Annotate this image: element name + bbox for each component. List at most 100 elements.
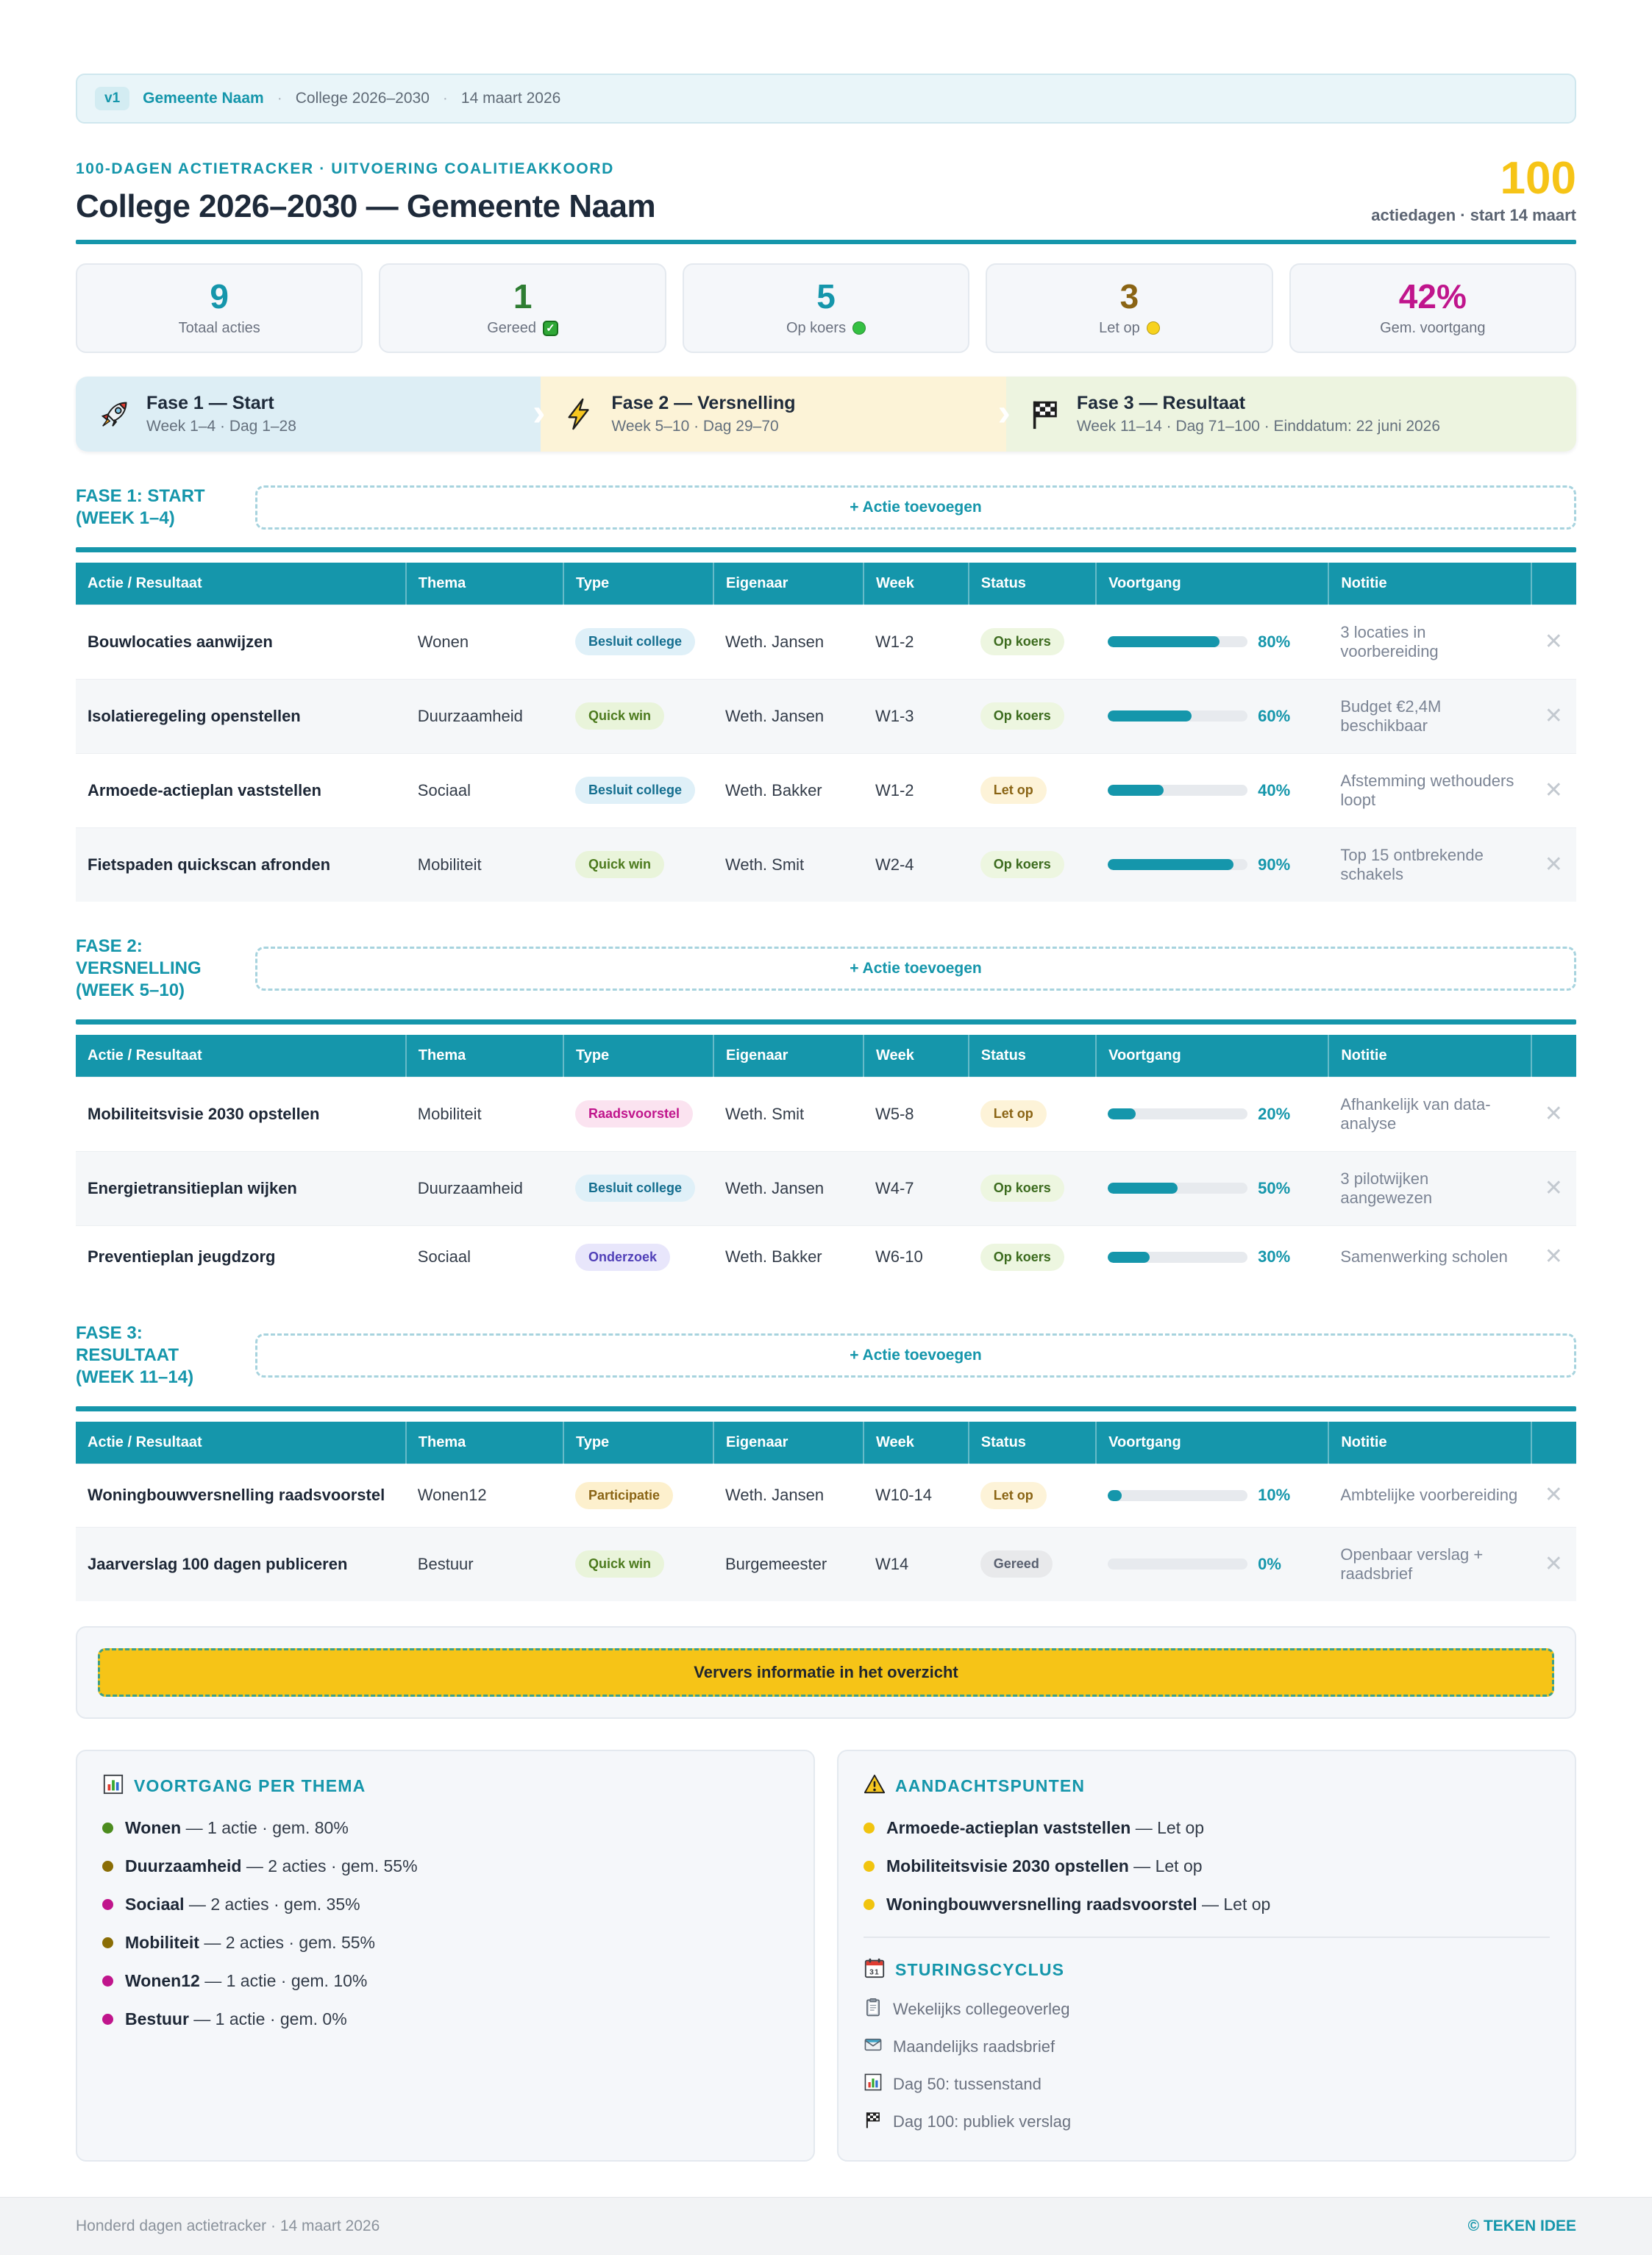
status-cell: Op koers	[968, 1150, 1097, 1226]
owner-cell: Weth. Jansen	[713, 1150, 864, 1226]
attention-item: Woningbouwversnelling raadsvoorstel — Le…	[864, 1895, 1550, 1914]
progress-percent: 90%	[1258, 855, 1291, 874]
remove-action-icon[interactable]: ✕	[1544, 629, 1563, 654]
stat-card: 5 Op koers	[682, 263, 970, 353]
progress-wrap: 40%	[1108, 781, 1317, 800]
phase-detail: Week 1–4 · Dag 1–28	[146, 417, 296, 435]
theme-panel-title: VOORTGANG PER THEMA	[134, 1776, 366, 1796]
stats-row: 9 Totaal acties 1 Gereed ✓ 5 Op koers 3 Let op 42…	[76, 263, 1577, 353]
remove-action-icon[interactable]: ✕	[1544, 1175, 1563, 1200]
page-title: College 2026–2030 — Gemeente Naam	[76, 188, 656, 224]
cycle-item-label: Dag 50: tussenstand	[893, 2074, 1042, 2093]
stat-value: 1	[513, 277, 533, 316]
theme-item-text: Wonen12 — 1 actie · gem. 10%	[125, 1970, 368, 1990]
type-cell: Raadsvoorstel	[563, 1076, 713, 1152]
add-action-button[interactable]: + Actie toevoegen	[255, 485, 1576, 530]
calendar-icon: 31	[864, 1957, 886, 1984]
add-action-button[interactable]: + Actie toevoegen	[255, 946, 1576, 991]
status-badge: Let op	[980, 777, 1047, 805]
progress-wrap: 50%	[1108, 1179, 1317, 1198]
theme-cell: Wonen12	[405, 1463, 563, 1528]
section-rule	[76, 1406, 1576, 1411]
attention-item: Armoede-actieplan vaststellen — Let op	[864, 1818, 1550, 1838]
column-header: Type	[563, 1034, 714, 1077]
progress-percent: 80%	[1258, 632, 1291, 651]
remove-cell: ✕	[1531, 1463, 1576, 1528]
table-row: Woningbouwversnelling raadsvoorstel Wonen…	[76, 1463, 1576, 1528]
action-name: Jaarverslag 100 dagen publiceren	[76, 1526, 406, 1601]
note-cell: Afhankelijk van data-analyse	[1328, 1076, 1531, 1152]
progress-wrap: 60%	[1108, 707, 1317, 726]
table-row: Jaarverslag 100 dagen publiceren Bestuur Q…	[76, 1526, 1576, 1601]
stat-value: 9	[210, 277, 229, 316]
stat-label-text: Gem. voortgang	[1380, 319, 1486, 336]
remove-action-icon[interactable]: ✕	[1544, 852, 1563, 877]
theme-dot-icon	[102, 1975, 113, 1987]
column-header-close	[1531, 1034, 1576, 1077]
stat-label: Let op	[994, 320, 1264, 337]
column-header: Week	[863, 1421, 969, 1464]
stat-label: Totaal acties	[85, 320, 354, 337]
table-header-row: Actie / Resultaat Thema Type Eigenaar Week St…	[76, 1034, 1576, 1077]
status-dot-icon	[852, 321, 866, 335]
refresh-button[interactable]: Ververs informatie in het overzicht	[98, 1647, 1554, 1697]
stat-label-text: Let op	[1099, 319, 1140, 336]
theme-name: Wonen12	[125, 1970, 200, 1990]
note-cell: 3 pilotwijken aangewezen	[1328, 1150, 1531, 1226]
theme-item: Bestuur — 1 actie · gem. 0%	[102, 2009, 788, 2029]
theme-item: Duurzaamheid — 2 acties · gem. 55%	[102, 1856, 788, 1876]
attention-panel-title: AANDACHTSPUNTEN	[895, 1776, 1086, 1796]
remove-action-icon[interactable]: ✕	[1544, 703, 1563, 728]
theme-cell: Sociaal	[405, 752, 563, 828]
fase-2-section: FASE 2: VERSNELLING (WEEK 5–10) + Actie …	[76, 936, 1576, 1289]
remove-action-icon[interactable]: ✕	[1544, 1244, 1563, 1269]
table-header-row: Actie / Resultaat Thema Type Eigenaar Week St…	[76, 1421, 1576, 1464]
panel-divider	[864, 1936, 1550, 1938]
remove-action-icon[interactable]: ✕	[1544, 1101, 1563, 1126]
type-badge: Quick win	[574, 1550, 665, 1578]
stat-label: Op koers	[691, 320, 961, 337]
type-cell: Besluit college	[563, 604, 713, 680]
type-cell: Onderzoek	[563, 1225, 713, 1289]
add-action-button[interactable]: + Actie toevoegen	[255, 1333, 1576, 1378]
section-rule	[76, 1019, 1576, 1025]
owner-cell: Weth. Bakker	[713, 752, 864, 828]
progress-cell: 30%	[1096, 1225, 1329, 1289]
owner-cell: Weth. Smit	[713, 827, 864, 902]
stat-card: 9 Totaal acties	[76, 263, 363, 353]
attention-item-text: Mobiliteitsvisie 2030 opstellen — Let op	[886, 1856, 1203, 1875]
status-cell: Op koers	[968, 604, 1097, 680]
progress-percent: 40%	[1258, 780, 1291, 799]
attention-dot-icon	[864, 1898, 875, 1910]
cycle-panel-header: 31 STURINGSCYCLUS	[864, 1957, 1550, 1984]
stat-label: Gereed ✓	[388, 320, 657, 337]
fase-3-section: FASE 3: RESULTAAT (WEEK 11–14) + Actie t…	[76, 1322, 1576, 1601]
progress-percent: 20%	[1258, 1104, 1291, 1123]
theme-dot-icon	[102, 1937, 113, 1948]
remove-cell: ✕	[1531, 1076, 1576, 1152]
progress-fill	[1108, 636, 1220, 648]
stat-value: 42%	[1398, 277, 1467, 316]
action-name: Energietransitieplan wijken	[76, 1150, 406, 1226]
theme-item: Wonen12 — 1 actie · gem. 10%	[102, 1971, 788, 1991]
remove-action-icon[interactable]: ✕	[1544, 1551, 1563, 1576]
phase-name: Fase 3 — Resultaat	[1076, 392, 1246, 413]
progress-bar	[1108, 636, 1248, 648]
remove-action-icon[interactable]: ✕	[1544, 777, 1563, 802]
table-row: Fietspaden quickscan afronden Mobiliteit Q…	[76, 827, 1576, 902]
municipality-link[interactable]: Gemeente Naam	[143, 90, 264, 107]
column-header: Voortgang	[1096, 1421, 1330, 1464]
status-badge: Gereed	[980, 1550, 1053, 1578]
remove-action-icon[interactable]: ✕	[1544, 1483, 1563, 1508]
column-header: Notitie	[1328, 562, 1532, 605]
refresh-card: Ververs informatie in het overzicht	[76, 1625, 1576, 1719]
note-cell: Ambtelijke voorbereiding	[1328, 1463, 1531, 1528]
attention-name: Woningbouwversnelling raadsvoorstel	[886, 1894, 1197, 1914]
attention-list: Armoede-actieplan vaststellen — Let op Mo…	[864, 1818, 1550, 1914]
note-cell: 3 locaties in voorbereiding	[1328, 604, 1531, 680]
theme-item-text: Duurzaamheid — 2 acties · gem. 55%	[125, 1856, 418, 1875]
owner-cell: Burgemeester	[713, 1526, 864, 1601]
phase-1-segment: Fase 1 — Start Week 1–4 · Dag 1–28 ›	[76, 376, 545, 452]
chart-icon	[864, 2073, 883, 2096]
progress-fill	[1108, 710, 1192, 722]
